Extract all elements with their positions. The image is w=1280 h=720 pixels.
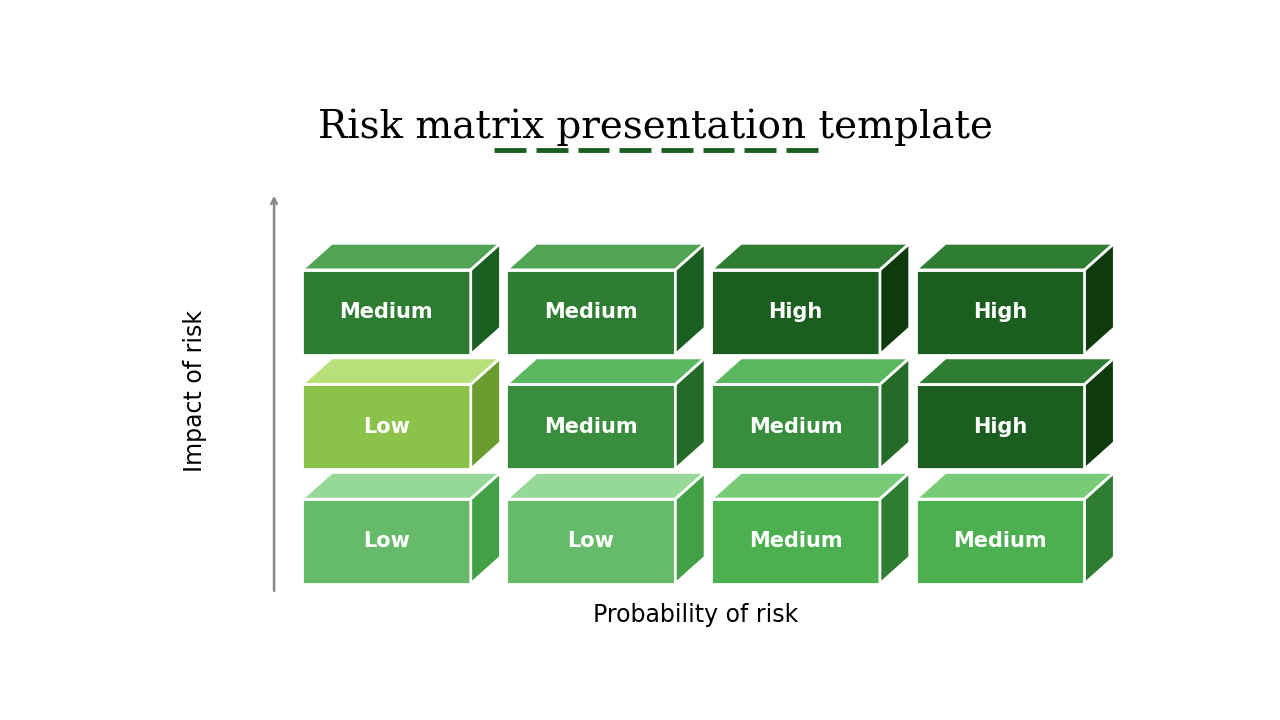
Polygon shape: [712, 499, 879, 584]
Polygon shape: [302, 270, 471, 354]
Text: Impact of risk: Impact of risk: [183, 310, 207, 472]
Polygon shape: [676, 358, 705, 469]
Polygon shape: [676, 472, 705, 584]
Polygon shape: [915, 270, 1084, 354]
Polygon shape: [915, 472, 1115, 499]
Polygon shape: [712, 358, 910, 384]
Polygon shape: [471, 358, 500, 469]
Polygon shape: [507, 384, 676, 469]
Polygon shape: [915, 384, 1084, 469]
Polygon shape: [1084, 358, 1115, 469]
Text: Medium: Medium: [749, 417, 842, 437]
Polygon shape: [471, 243, 500, 354]
Polygon shape: [507, 472, 705, 499]
Polygon shape: [1084, 243, 1115, 354]
Polygon shape: [302, 243, 500, 270]
Text: Medium: Medium: [544, 302, 637, 323]
Polygon shape: [915, 243, 1115, 270]
Polygon shape: [712, 384, 879, 469]
Text: High: High: [973, 302, 1028, 323]
Text: Risk matrix presentation template: Risk matrix presentation template: [319, 109, 993, 146]
Polygon shape: [507, 499, 676, 584]
Polygon shape: [507, 358, 705, 384]
Polygon shape: [507, 243, 705, 270]
Text: High: High: [768, 302, 823, 323]
Polygon shape: [302, 358, 500, 384]
Text: Medium: Medium: [954, 531, 1047, 552]
Polygon shape: [879, 243, 910, 354]
Polygon shape: [712, 243, 910, 270]
Text: Probability of risk: Probability of risk: [593, 603, 799, 627]
Polygon shape: [302, 472, 500, 499]
Polygon shape: [915, 499, 1084, 584]
Polygon shape: [879, 358, 910, 469]
Polygon shape: [302, 384, 471, 469]
Text: High: High: [973, 417, 1028, 437]
Polygon shape: [712, 472, 910, 499]
Text: Low: Low: [567, 531, 614, 552]
Polygon shape: [712, 270, 879, 354]
Polygon shape: [471, 472, 500, 584]
Text: Medium: Medium: [339, 302, 433, 323]
Polygon shape: [879, 472, 910, 584]
Text: Low: Low: [362, 417, 410, 437]
Text: Medium: Medium: [544, 417, 637, 437]
Text: Low: Low: [362, 531, 410, 552]
Text: Medium: Medium: [749, 531, 842, 552]
Polygon shape: [915, 358, 1115, 384]
Polygon shape: [507, 270, 676, 354]
Polygon shape: [676, 243, 705, 354]
Polygon shape: [302, 499, 471, 584]
Polygon shape: [1084, 472, 1115, 584]
